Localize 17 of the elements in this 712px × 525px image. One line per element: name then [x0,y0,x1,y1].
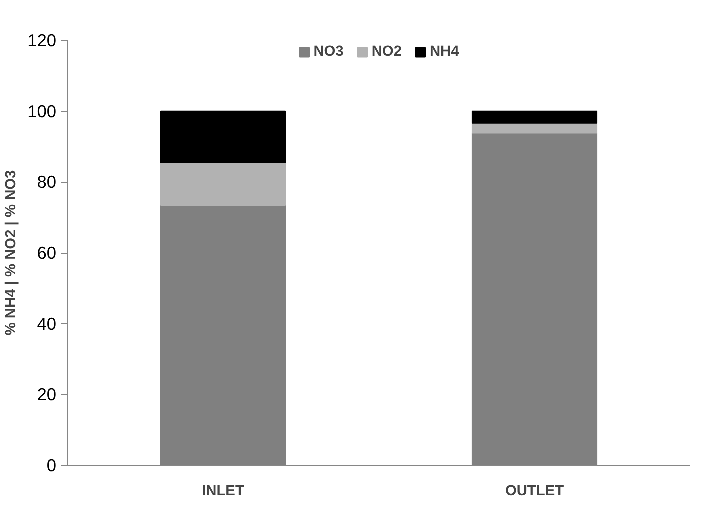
y-tick-label: 100 [28,101,57,122]
y-tick-label: 60 [37,243,57,263]
y-tick-label: 80 [37,172,57,192]
bar [160,162,286,206]
bar [472,122,598,134]
y-tick-label: 20 [37,384,57,405]
bar [160,110,286,164]
bar [472,110,598,124]
x-tick-label: INLET [202,484,244,500]
x-tick-label: OUTLET [505,484,564,500]
legend-label: NO2 [372,44,402,60]
legend-label: NO3 [314,44,344,60]
y-tick-label: 0 [46,456,57,476]
y-tick-label: 120 [28,30,57,50]
y-axis-title: % NH4 | % NO2 | % NO3 [4,170,20,336]
y-tick-label: 40 [37,314,57,334]
legend-label: NH4 [430,44,460,60]
